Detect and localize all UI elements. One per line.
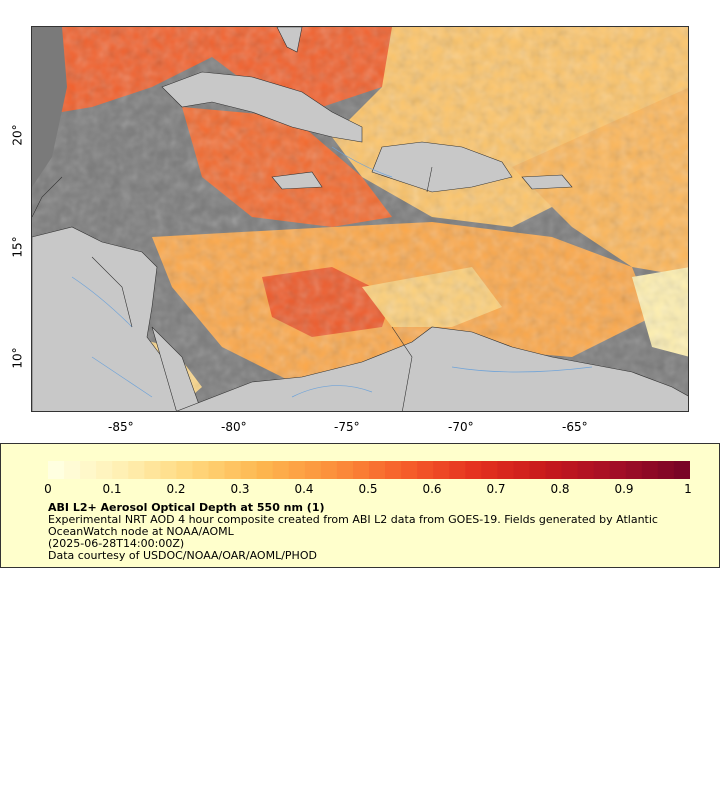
colorbar-segment: [465, 461, 482, 479]
map-panel[interactable]: [31, 26, 689, 412]
colorbar-segment: [112, 461, 129, 479]
colorbar-tick: 0: [44, 482, 52, 496]
colorbar-segment: [272, 461, 290, 479]
colorbar-tick: 0.1: [102, 482, 122, 496]
lon-tick-5: -65°: [562, 420, 588, 434]
colorbar-segment: [128, 461, 145, 479]
country-borders: [32, 166, 433, 411]
colorbar-segment: [192, 461, 210, 479]
lat-tick-2: 15°: [10, 236, 25, 258]
legend-panel: 0 0.1 0.2 0.3 0.4 0.5 0.6 0.7 0.8 0.9 1 …: [0, 443, 720, 568]
lon-tick-2: -80°: [221, 420, 247, 434]
colorbar-segment: [609, 461, 627, 479]
legend-title: ABI L2+ Aerosol Optical Depth at 550 nm …: [48, 501, 325, 514]
colorbar-segment: [224, 461, 242, 479]
colorbar-segment: [641, 461, 659, 479]
colorbar-segment: [497, 461, 515, 479]
colorbar-segment: [208, 461, 226, 479]
colorbar-segment: [417, 461, 434, 479]
colorbar-segment: [513, 461, 531, 479]
lat-tick-3: 10°: [10, 347, 25, 369]
colorbar-segment: [144, 461, 161, 479]
colorbar-segment: [481, 461, 498, 479]
colorbar-tick: 0.8: [550, 482, 570, 496]
colorbar-segment: [96, 461, 113, 479]
colorbar-segment: [625, 461, 643, 479]
colorbar-segment: [577, 461, 595, 479]
colorbar: [48, 461, 690, 479]
colorbar-segment: [449, 461, 466, 479]
legend-description-line1: Experimental NRT AOD 4 hour composite cr…: [48, 513, 658, 526]
colorbar-tick: 1: [684, 482, 692, 496]
colorbar-segment: [593, 461, 611, 479]
colorbar-segment: [545, 461, 563, 479]
colorbar-tick: 0.6: [422, 482, 442, 496]
colorbar-segment: [385, 461, 402, 479]
colorbar-segment: [401, 461, 418, 479]
legend-timestamp: (2025-06-28T14:00:00Z): [48, 537, 185, 550]
colorbar-tick: 0.2: [166, 482, 186, 496]
rivers: [71, 146, 593, 398]
aod-map: [32, 27, 688, 411]
colorbar-tick: 0.9: [614, 482, 634, 496]
colorbar-segment: [336, 461, 354, 479]
colorbar-segment: [80, 461, 97, 479]
colorbar-segment: [673, 461, 690, 479]
lon-tick-4: -70°: [448, 420, 474, 434]
colorbar-tick: 0.7: [486, 482, 506, 496]
colorbar-segment: [64, 461, 81, 479]
colorbar-segment: [48, 461, 65, 479]
lat-tick-1: 20°: [10, 124, 25, 146]
colorbar-tick: 0.4: [294, 482, 314, 496]
colorbar-segment: [160, 461, 177, 479]
colorbar-segment: [369, 461, 386, 479]
lon-tick-3: -75°: [334, 420, 360, 434]
lon-tick-1: -85°: [108, 420, 134, 434]
colorbar-segment: [176, 461, 194, 479]
colorbar-segment: [240, 461, 258, 479]
colorbar-segment: [304, 461, 322, 479]
colorbar-tick: 0.3: [230, 482, 250, 496]
colorbar-segment: [433, 461, 450, 479]
colorbar-segment: [288, 461, 306, 479]
legend-description-line2: OceanWatch node at NOAA/AOML: [48, 525, 234, 538]
land-masses: [32, 27, 688, 411]
colorbar-segment: [657, 461, 675, 479]
colorbar-segment: [320, 461, 338, 479]
colorbar-segment: [561, 461, 579, 479]
colorbar-segment: [529, 461, 547, 479]
colorbar-tick: 0.5: [358, 482, 378, 496]
legend-credit: Data courtesy of USDOC/NOAA/OAR/AOML/PHO…: [48, 549, 317, 562]
colorbar-segment: [256, 461, 274, 479]
colorbar-segment: [352, 461, 370, 479]
